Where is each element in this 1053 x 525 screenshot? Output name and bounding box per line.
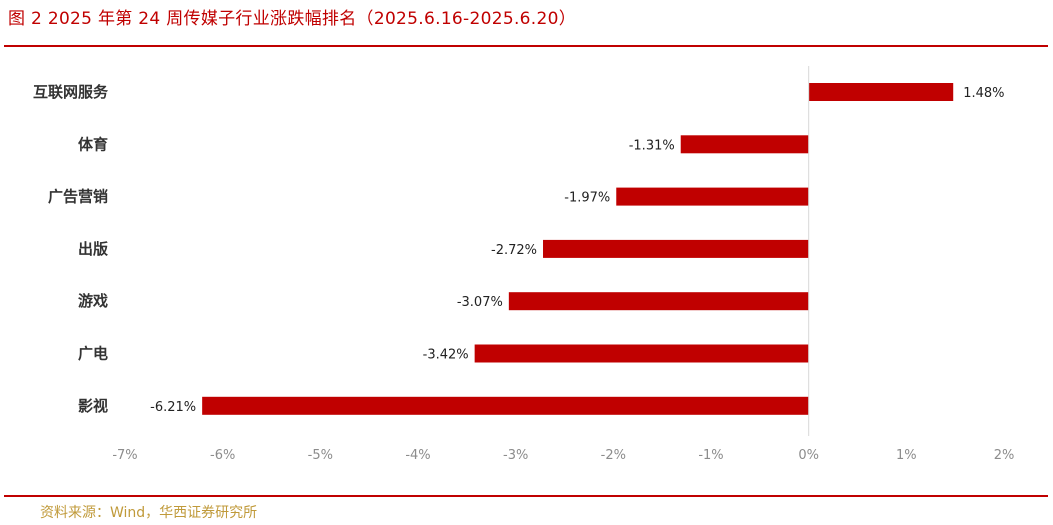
bar-0 [808,83,954,101]
value-label: -1.97% [564,191,610,206]
bar-1 [680,135,809,154]
value-label: -2.72% [491,243,537,258]
bars-group [202,83,954,415]
category-label: 游戏 [78,292,108,310]
category-label: 出版 [78,240,108,258]
category-label: 影视 [78,397,108,415]
bar-6 [202,396,809,415]
category-label: 广电 [78,345,108,363]
bottom-rule [4,495,1048,497]
x-tick-label: -2% [601,448,626,463]
bar-4 [508,292,809,311]
chart-title: 图 2 2025 年第 24 周传媒子行业涨跌幅排名（2025.6.16-202… [8,9,577,29]
value-labels-group: 1.48% -1.31% -1.97% -2.72% -3.07% -3.42% -6.21… [150,86,1004,415]
x-tick-label: 0% [798,448,819,463]
source-note: 资料来源：Wind，华西证券研究所 [40,505,258,521]
x-tick-label: -5% [308,448,333,463]
category-label: 互联网服务 [33,83,109,101]
value-label: -1.31% [629,138,675,153]
value-label: -3.07% [457,295,503,310]
x-tick-label: 1% [896,448,917,463]
x-tick-label: -6% [210,448,235,463]
x-tick-label: -3% [503,448,528,463]
category-label: 广告营销 [48,188,108,206]
value-label: -6.21% [150,400,196,415]
bar-3 [543,239,809,258]
bar-5 [474,344,809,363]
top-rule [4,45,1048,47]
x-tick-label: -7% [112,448,137,463]
value-label: 1.48% [963,86,1004,101]
value-label: -3.42% [423,348,469,363]
x-tick-label: -4% [405,448,430,463]
x-tick-label: -1% [698,448,723,463]
bar-2 [616,187,809,206]
axis-ticks-group: -7% -6% -5% -4% -3% -2% -1% 0% 1% 2% [112,448,1014,463]
x-tick-label: 2% [994,448,1015,463]
category-label: 体育 [78,135,108,153]
